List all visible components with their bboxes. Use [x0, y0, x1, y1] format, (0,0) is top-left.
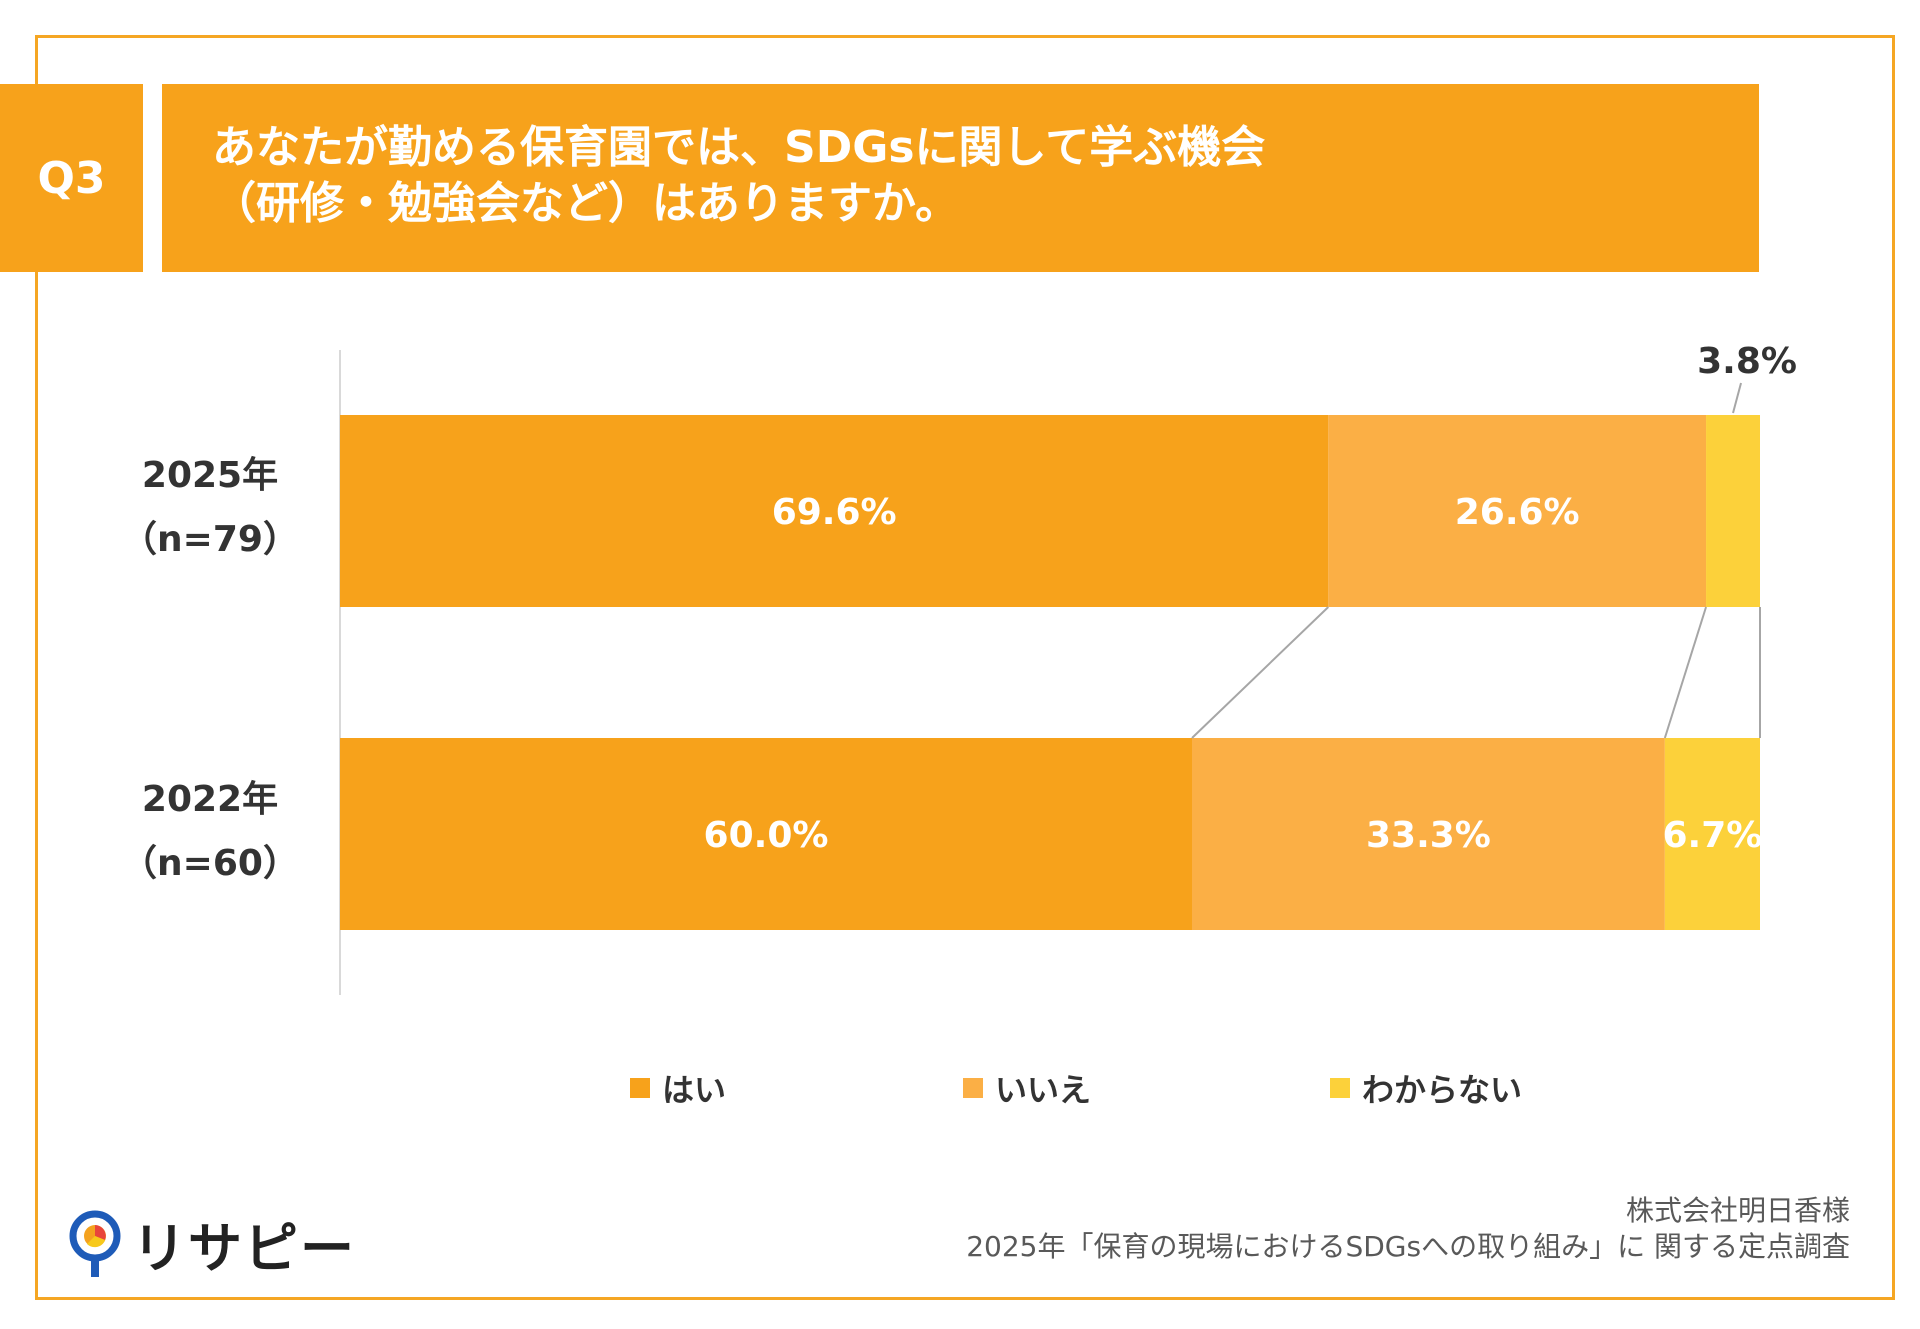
- legend-item-yes: はい: [630, 1065, 726, 1111]
- risapi-logo-text: リサピー: [132, 1217, 356, 1280]
- legend-label-unknown: わからない: [1362, 1071, 1523, 1109]
- data-label-1-1: 69.6%: [772, 492, 897, 533]
- question-text-line-2: （研修・勉強会など）はありますか。: [212, 178, 960, 229]
- question-text-line-1: あなたが勤める保育園では、SDGsに関して学ぶ機会: [212, 122, 1266, 173]
- credit-survey-title: 2025年「保育の現場におけるSDGsへの取り組み」に 関する定点調査: [966, 1230, 1850, 1263]
- bar-2-segment-2: [1192, 738, 1665, 930]
- bar-1-segment-1: [340, 415, 1329, 607]
- question-banner: あなたが勤める保育園では、SDGsに関して学ぶ機会 （研修・勉強会など）はありま…: [162, 84, 1759, 272]
- legend-label-yes: はい: [662, 1071, 727, 1109]
- bar-1-segment-2: [1328, 415, 1707, 607]
- series-connector-2: [1663, 606, 1707, 739]
- question-number: Q3: [0, 84, 143, 272]
- data-label-2-2: 33.3%: [1366, 815, 1491, 856]
- legend-swatch-yes: [630, 1078, 650, 1098]
- data-label-1-2: 26.6%: [1455, 492, 1580, 533]
- legend-swatch-unknown: [1330, 1078, 1350, 1098]
- chart-frame: [35, 35, 1895, 1300]
- data-label-2-3: 6.7%: [1663, 815, 1763, 856]
- series-connector-1: [1191, 606, 1330, 739]
- row-year-2025: 2025年: [141, 455, 279, 496]
- legend-label-no: いいえ: [995, 1071, 1092, 1109]
- row-year-2022: 2022年: [141, 779, 279, 820]
- row-label-2022: 2022年 （n=60）: [120, 768, 300, 896]
- bar-2-segment-1: [340, 738, 1192, 930]
- row-n-2025: （n=79）: [121, 519, 299, 560]
- legend-swatch-no: [963, 1078, 983, 1098]
- data-label-1-3: 3.8%: [1697, 341, 1797, 382]
- data-label-leader-1-3: [1732, 382, 1742, 414]
- survey-credit: 株式会社明日香様 2025年「保育の現場におけるSDGsへの取り組み」に 関する…: [966, 1193, 1850, 1265]
- legend-item-no: いいえ: [963, 1065, 1091, 1111]
- data-label-2-1: 60.0%: [704, 815, 829, 856]
- bar-1-segment-3: [1706, 415, 1760, 607]
- row-n-2022: （n=60）: [121, 843, 299, 884]
- risapi-logo: リサピー: [68, 1204, 356, 1283]
- bar-2-segment-3: [1664, 738, 1760, 930]
- risapi-logo-icon: [69, 1210, 121, 1277]
- credit-company: 株式会社明日香様: [1625, 1194, 1850, 1227]
- legend-item-unknown: わからない: [1330, 1065, 1522, 1111]
- row-label-2025: 2025年 （n=79）: [120, 444, 300, 572]
